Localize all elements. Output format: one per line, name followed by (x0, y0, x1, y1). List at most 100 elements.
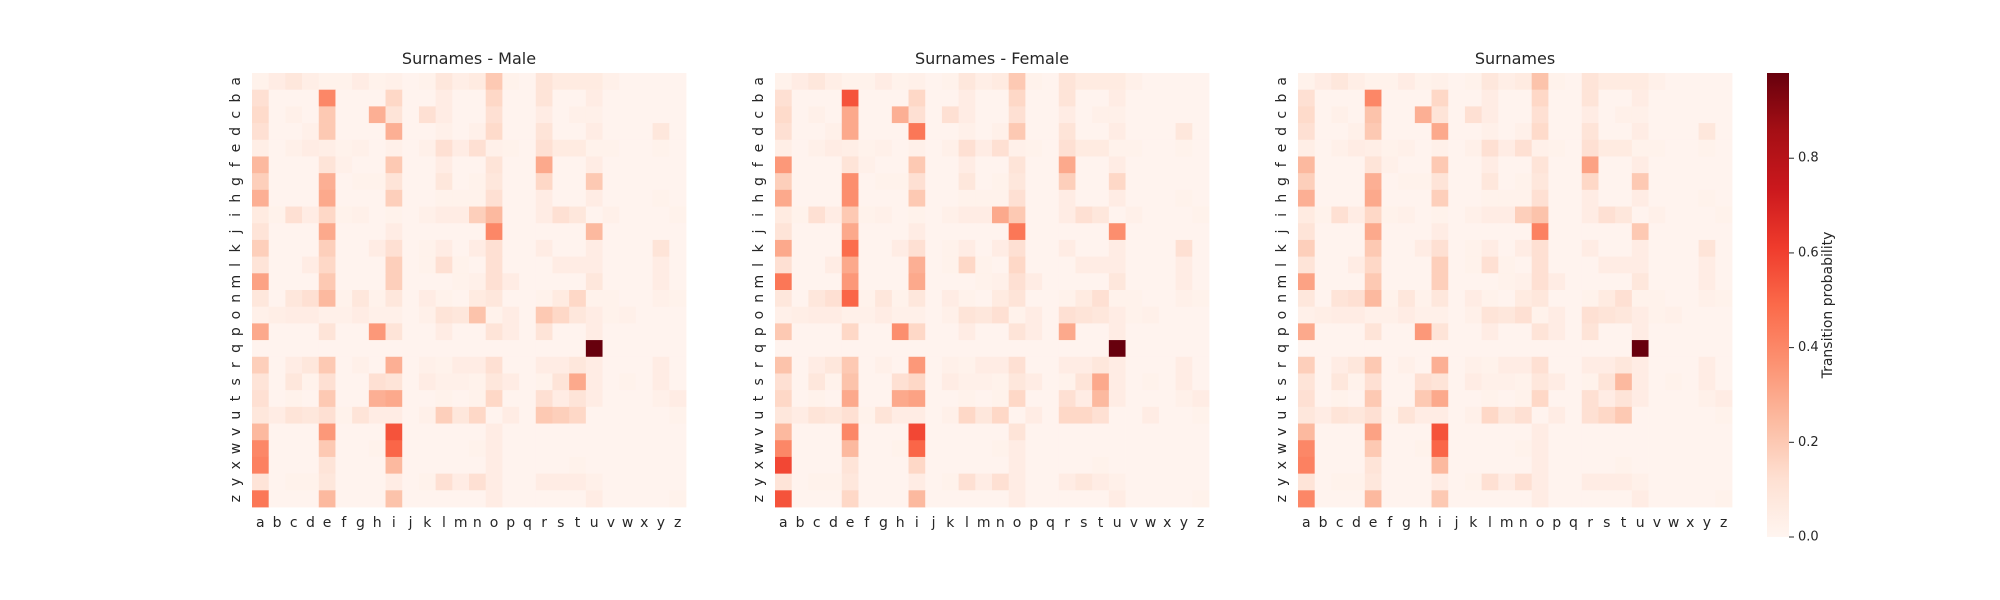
heatmap-cell (535, 173, 553, 191)
heatmap-cell (1548, 189, 1566, 207)
heatmap-cell (1631, 406, 1649, 424)
heatmap-cell (1092, 423, 1110, 441)
heatmap-cell (875, 156, 893, 174)
heatmap-cell (958, 273, 976, 291)
heatmap-cell (1008, 106, 1026, 124)
heatmap-cell (268, 189, 286, 207)
heatmap-cell (1648, 223, 1666, 241)
heatmap-cell (1298, 323, 1316, 341)
heatmap-cell (1715, 123, 1733, 141)
heatmap-cell (252, 456, 270, 475)
heatmap-cell (502, 323, 520, 341)
heatmap-cell (469, 423, 487, 441)
heatmap-cell (1125, 390, 1143, 408)
heatmap-cell (1108, 440, 1126, 458)
heatmap-cell (775, 440, 793, 458)
heatmap-cell (875, 340, 893, 358)
heatmap-cell (535, 473, 553, 491)
x-tick-label: e (846, 515, 855, 531)
heatmap-cell (268, 256, 286, 274)
heatmap-cell (1348, 490, 1366, 508)
x-tick-label: y (1180, 515, 1188, 531)
heatmap-cell (825, 340, 843, 358)
heatmap-cell (958, 456, 976, 475)
heatmap-cell (941, 306, 960, 324)
heatmap-cell (402, 73, 420, 91)
heatmap-cell (385, 139, 403, 157)
heatmap-cell (1448, 306, 1466, 324)
heatmap-cell (1042, 323, 1060, 341)
y-tick-label: d (228, 127, 244, 136)
heatmap-cell (941, 156, 960, 174)
heatmap-cell (1158, 356, 1177, 374)
heatmap-cell (925, 440, 943, 458)
heatmap-cell (1414, 473, 1432, 491)
heatmap-cell (1158, 306, 1177, 324)
heatmap-cell (1464, 423, 1483, 441)
heatmap-cell (285, 189, 303, 207)
heatmap-cell (925, 423, 943, 441)
heatmap-cell (1192, 490, 1210, 508)
heatmap-cell (1681, 340, 1700, 358)
heatmap-cell (535, 340, 553, 358)
heatmap-cell (318, 223, 336, 241)
heatmap-cell (1598, 340, 1616, 358)
heatmap-cell (585, 223, 603, 241)
heatmap-cell (385, 189, 403, 207)
heatmap-cell (1414, 440, 1432, 458)
heatmap-cell (808, 273, 826, 291)
heatmap-cell (1631, 423, 1649, 441)
heatmap-cell (318, 239, 336, 258)
heatmap-cell (975, 173, 993, 191)
heatmap-cell (285, 406, 303, 424)
heatmap-cell (1314, 373, 1332, 391)
heatmap-cell (268, 373, 286, 391)
heatmap-cell (1042, 223, 1060, 241)
heatmap-cell (469, 490, 487, 508)
heatmap-cell (1665, 373, 1683, 391)
heatmap-cell (1515, 206, 1533, 224)
heatmap-cell (1381, 323, 1399, 341)
heatmap-cell (1448, 356, 1466, 374)
heatmap-cell (1075, 490, 1093, 508)
heatmap-cell (669, 256, 687, 274)
heatmap-cell (485, 373, 503, 391)
heatmap-cell (418, 273, 437, 291)
heatmap-cell (569, 290, 587, 308)
heatmap-cell (619, 306, 637, 324)
heatmap-cell (1548, 206, 1566, 224)
heatmap-cell (585, 290, 603, 308)
heatmap-cell (619, 256, 637, 274)
heatmap-cell (569, 173, 587, 191)
heatmap-cell (1192, 456, 1210, 475)
heatmap-cell (385, 173, 403, 191)
heatmap-cell (1481, 323, 1499, 341)
heatmap-cell (252, 306, 270, 324)
heatmap-cell (1364, 223, 1382, 241)
heatmap-cell (1681, 256, 1700, 274)
heatmap-cell (808, 89, 826, 107)
heatmap-cell (1548, 306, 1566, 324)
y-tick-label: n (751, 294, 767, 303)
heatmap-cell (858, 423, 876, 441)
heatmap-cell (469, 340, 487, 358)
x-tick-label: i (1438, 515, 1442, 531)
heatmap-cell (1448, 440, 1466, 458)
heatmap-cell (1565, 223, 1583, 241)
heatmap-cell (1498, 156, 1516, 174)
heatmap-cell (958, 340, 976, 358)
heatmap-cell (1431, 189, 1449, 207)
heatmap-cell (402, 290, 420, 308)
heatmap-cell (535, 156, 553, 174)
heatmap-cell (958, 473, 976, 491)
heatmap-cell (535, 73, 553, 91)
heatmap-cell (791, 406, 809, 424)
heatmap-cell (1715, 256, 1733, 274)
heatmap-cell (1108, 106, 1126, 124)
heatmap-cell (1075, 73, 1093, 91)
heatmap-cell (875, 390, 893, 408)
heatmap-cell (1364, 89, 1382, 107)
heatmap-cell (1698, 239, 1716, 258)
heatmap-cell (1058, 239, 1076, 258)
